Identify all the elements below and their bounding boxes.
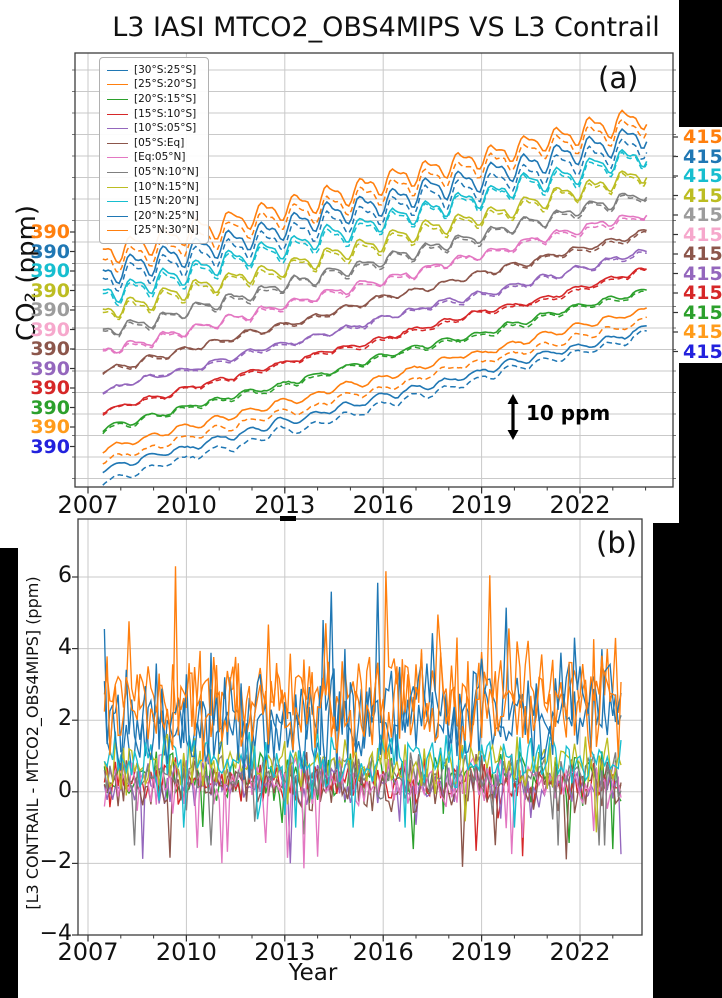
panel-a-curves — [102, 109, 648, 486]
redaction-box-left — [0, 548, 18, 998]
panel-a-right-tick-5: 415 — [683, 223, 722, 246]
panel-a-xtick-2016: 2016 — [352, 491, 414, 519]
panel-b-ytick-2: 2 — [58, 706, 72, 732]
redaction-box-bottom-right — [653, 523, 722, 998]
legend-line-sample — [107, 201, 128, 203]
figure-title: L3 IASI MTCO2_OBS4MIPS VS L3 Contrail — [112, 12, 660, 43]
panel-a-right-tick-10: 415 — [683, 321, 722, 343]
panel-b-xtick-2022: 2022 — [549, 938, 611, 966]
panel-a-left-tick-0: 390 — [30, 221, 70, 243]
legend-label: [20°N:25°N] — [134, 209, 199, 222]
legend-label: [25°S:20°S] — [134, 78, 197, 91]
panel-a-xtick-2007: 2007 — [57, 491, 119, 519]
legend-item-8: [10°N:15°N] — [107, 180, 199, 195]
panel-a-left-tick-4: 390 — [30, 299, 70, 321]
panel-a-right-tick-7: 415 — [683, 262, 722, 285]
legend-item-3: [15°S:10°S] — [107, 107, 199, 122]
legend-item-1: [25°S:20°S] — [107, 78, 199, 93]
legend-item-2: [20°S:15°S] — [107, 92, 199, 107]
legend-label: [25°N:30°N] — [134, 224, 199, 237]
legend-item-5: [05°S:Eq] — [107, 136, 199, 151]
panel-a-right-tick-11: 415 — [683, 340, 722, 363]
legend-line-sample — [107, 98, 128, 100]
panel-a-xtick-2013: 2013 — [254, 491, 316, 519]
legend-label: [10°S:05°S] — [134, 122, 197, 135]
legend-label: [05°N:10°N] — [134, 165, 199, 178]
legend-label: [30°S:25°S] — [134, 63, 197, 76]
panel-a-tag: (a) — [598, 61, 639, 95]
legend-line-sample — [107, 230, 128, 232]
legend-item-11: [25°N:30°N] — [107, 224, 199, 239]
panel-b-curves — [103, 566, 622, 869]
panel-b-ytick-−2: −2 — [39, 849, 72, 875]
panel-a-right-tick-6: 415 — [683, 243, 722, 265]
legend-line-sample — [107, 113, 128, 115]
panel-a-left-tick-11: 390 — [30, 435, 70, 458]
scale-annotation: 10 ppm — [526, 401, 611, 425]
panel-a-xtick-2019: 2019 — [451, 491, 513, 519]
panel-b-xtick-2019: 2019 — [451, 938, 513, 966]
legend-item-6: [Eq:05°N] — [107, 151, 199, 166]
legend-line-sample — [107, 142, 128, 144]
redaction-box-mid-right — [679, 363, 722, 523]
panel-b-ylabel: [L3 CONTRAIL - MTCO2_OBS4MIPS] (ppm) — [23, 576, 42, 910]
legend-item-4: [10°S:05°S] — [107, 121, 199, 136]
panel-b-xtick-2016: 2016 — [352, 938, 414, 966]
panel-b-axes — [72, 518, 643, 942]
legend-line-sample — [107, 215, 128, 217]
legend-line-sample — [107, 69, 128, 71]
panel-b-xtick-2013: 2013 — [254, 938, 316, 966]
legend-item-9: [15°N:20°N] — [107, 194, 199, 209]
legend-label: [20°S:15°S] — [134, 92, 197, 105]
legend-line-sample — [107, 171, 128, 173]
panel-a-left-tick-2: 390 — [30, 260, 70, 282]
panel-a-right-tick-9: 415 — [683, 301, 722, 324]
panel-a-left-tick-10: 390 — [30, 416, 70, 438]
panel-a-left-tick-6: 390 — [30, 338, 70, 360]
panel-b-ytick-0: 0 — [58, 777, 72, 803]
panel-b-ytick-4: 4 — [58, 634, 72, 660]
panel-a-right-tick-8: 415 — [683, 282, 722, 304]
legend-item-7: [05°N:10°N] — [107, 165, 199, 180]
panel-a-left-tick-3: 390 — [30, 279, 70, 302]
panel-a-right-tick-3: 415 — [683, 184, 722, 207]
legend-label: [05°S:Eq] — [134, 136, 185, 149]
panel-a-right-tick-1: 415 — [683, 145, 722, 168]
panel-b-ytick-−4: −4 — [39, 921, 72, 946]
panel-a-right-tick-0: 415 — [683, 126, 722, 148]
legend-line-sample — [107, 128, 128, 130]
panel-a-left-tick-5: 390 — [30, 318, 70, 341]
panel-a-xtick-2022: 2022 — [549, 491, 611, 519]
legend-line-sample — [107, 157, 128, 159]
panel-a-xtick-2010: 2010 — [155, 491, 217, 519]
panel-a-right-tick-2: 415 — [683, 165, 722, 187]
ten-ppm-arrow — [507, 394, 519, 440]
legend-label: [15°N:20°N] — [134, 195, 199, 208]
panel-b-xlabel: Year — [288, 960, 338, 986]
legend-line-sample — [107, 186, 128, 188]
panel-b-ytick-6: 6 — [58, 563, 72, 588]
legend-line-sample — [107, 84, 128, 86]
legend: [30°S:25°S] [25°S:20°S] [20°S:15°S] [15°S:1… — [99, 57, 209, 245]
legend-label: [15°S:10°S] — [134, 107, 197, 120]
panel-a-left-tick-1: 390 — [30, 240, 70, 263]
panel-b-xtick-2007: 2007 — [57, 938, 119, 966]
legend-label: [Eq:05°N] — [134, 151, 186, 164]
legend-label: [10°N:15°N] — [134, 180, 199, 193]
panel-a-right-tick-4: 415 — [683, 204, 722, 226]
panel-a-left-tick-9: 390 — [30, 396, 70, 419]
legend-item-10: [20°N:25°N] — [107, 209, 199, 224]
redaction-box-top-right — [679, 0, 722, 127]
panel-b-tag: (b) — [596, 526, 638, 560]
panel-a-left-tick-7: 390 — [30, 357, 70, 380]
clipped-year-label-fragment — [280, 516, 296, 521]
panel-b-xtick-2010: 2010 — [155, 938, 217, 966]
legend-item-0: [30°S:25°S] — [107, 63, 199, 78]
panel-a-left-tick-8: 390 — [30, 377, 70, 399]
